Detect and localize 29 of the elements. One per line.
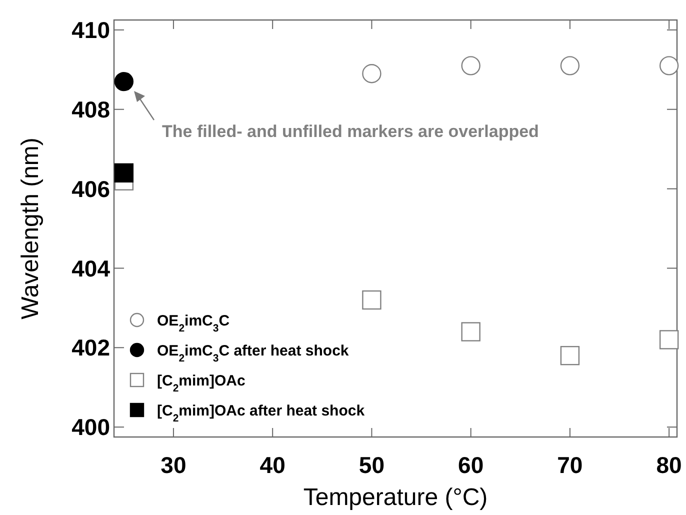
legend-label: [C$_{2}$mim]OAc after heat shock [157,402,366,424]
point [560,346,580,366]
y-tick-label: 402 [72,334,110,361]
point [362,64,382,84]
point [560,56,580,76]
legend-label: [C$_{2}$mim]OAc [157,372,246,394]
y-tick-label: 408 [72,96,110,122]
y-tick-label: 410 [72,16,110,43]
x-tick-label: 80 [656,452,682,478]
x-tick-label: 60 [458,452,484,478]
y-tick-label: 400 [72,414,110,440]
x-tick-label: 50 [358,452,385,478]
y-tick-label: 404 [72,255,110,282]
y-axis-title: Wavelength (nm) [17,138,44,320]
annotation: The filled- and unfilled markers are overlapped [162,122,539,141]
x-tick-label: 40 [260,452,286,478]
point [659,56,679,76]
legend-label: OE$_{2}$imC$_{3}$C [157,312,230,334]
x-tick-label: 30 [160,452,186,478]
point [114,72,134,92]
point [461,56,480,76]
point [461,322,480,342]
point [114,163,134,182]
point [362,290,382,310]
legend-label: OE$_{2}$imC$_{3}$C after heat shock [157,342,350,364]
x-axis-title: Temperature (°C) [303,484,488,511]
x-tick-label: 70 [557,452,583,478]
y-tick-label: 406 [72,176,110,202]
point [659,330,679,350]
